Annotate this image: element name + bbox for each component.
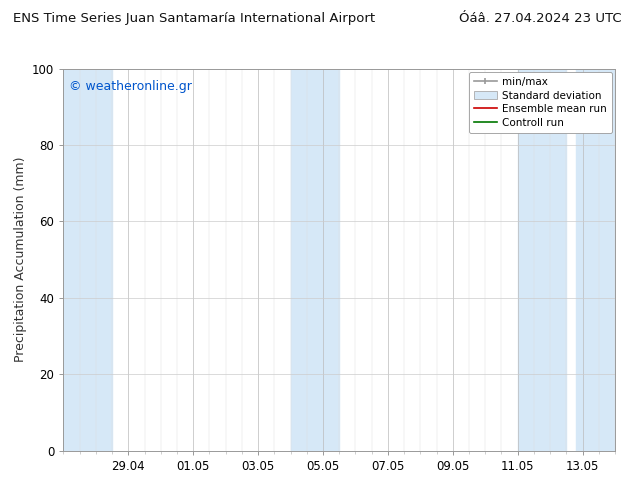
Bar — [63, 69, 112, 451]
Bar — [517, 69, 566, 451]
Bar — [576, 69, 615, 451]
Legend: min/max, Standard deviation, Ensemble mean run, Controll run: min/max, Standard deviation, Ensemble me… — [469, 72, 612, 133]
Text: ENS Time Series Juan Santamaría International Airport: ENS Time Series Juan Santamaría Internat… — [13, 12, 375, 25]
Text: © weatheronline.gr: © weatheronline.gr — [69, 80, 192, 93]
Y-axis label: Precipitation Accumulation (mm): Precipitation Accumulation (mm) — [13, 157, 27, 363]
Text: Óáâ. 27.04.2024 23 UTC: Óáâ. 27.04.2024 23 UTC — [458, 12, 621, 25]
Bar — [290, 69, 339, 451]
